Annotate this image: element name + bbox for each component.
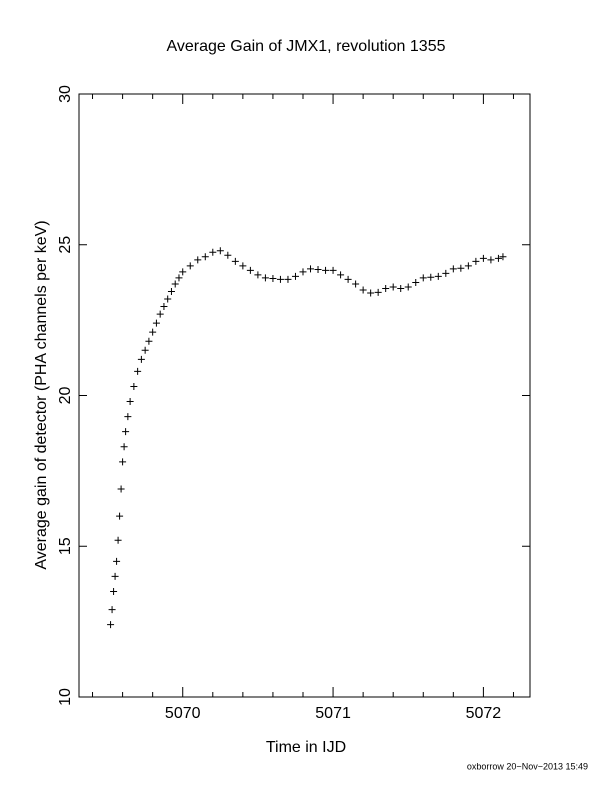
data-point	[114, 536, 122, 544]
data-point	[134, 367, 142, 375]
data-point	[419, 274, 427, 282]
data-point	[117, 485, 125, 493]
data-point	[307, 265, 315, 273]
data-point	[494, 254, 502, 262]
x-axis-label: Time in IJD	[266, 739, 346, 756]
data-point	[124, 413, 132, 421]
data-point	[374, 288, 382, 296]
data-point	[239, 262, 247, 270]
data-point	[499, 253, 507, 261]
data-point	[130, 382, 138, 390]
data-point	[108, 606, 116, 614]
data-point	[284, 275, 292, 283]
data-point	[179, 268, 187, 276]
data-point	[352, 280, 360, 288]
footer: oxborrow 20−Nov−2013 15:49	[467, 761, 588, 771]
x-tick-label: 5072	[466, 705, 502, 722]
y-tick-label: 20	[57, 387, 74, 405]
data-point	[442, 269, 450, 277]
data-point	[194, 256, 202, 264]
data-point	[389, 283, 397, 291]
data-point	[464, 262, 472, 270]
data-point	[141, 346, 149, 354]
data-point	[110, 587, 118, 595]
data-point	[367, 289, 375, 297]
data-point	[137, 355, 145, 363]
data-point	[167, 287, 175, 295]
data-point	[119, 458, 127, 466]
x-tick-label: 5071	[315, 705, 351, 722]
data-point	[113, 557, 121, 565]
data-point	[156, 310, 164, 318]
data-point	[201, 253, 209, 261]
data-point	[329, 266, 337, 274]
data-point	[412, 278, 420, 286]
data-point	[404, 283, 412, 291]
data-point	[261, 274, 269, 282]
data-point	[224, 251, 232, 259]
data-point	[322, 266, 330, 274]
y-tick-label: 25	[57, 236, 74, 254]
y-tick-label: 30	[57, 85, 74, 103]
y-axis-label: Average gain of detector (PHA channels p…	[33, 220, 50, 569]
data-point	[269, 275, 277, 283]
data-point	[126, 398, 134, 406]
data-point	[487, 256, 495, 264]
data-point	[116, 512, 124, 520]
data-point	[175, 274, 183, 282]
data-point	[434, 272, 442, 280]
data-point	[160, 303, 168, 311]
data-point	[276, 275, 284, 283]
data-point	[107, 621, 115, 629]
data-point	[344, 275, 352, 283]
data-point	[397, 284, 405, 292]
data-point	[152, 319, 160, 327]
data-point	[120, 443, 128, 451]
data-point	[254, 271, 262, 279]
data-point	[246, 266, 254, 274]
data-point	[231, 257, 239, 265]
data-point	[111, 572, 119, 580]
data-point	[382, 284, 390, 292]
x-tick-label: 5070	[165, 705, 201, 722]
data-point	[145, 337, 153, 345]
data-point	[359, 286, 367, 294]
data-point	[164, 295, 172, 303]
data-point	[122, 428, 130, 436]
data-point	[209, 248, 217, 256]
y-tick-label: 15	[57, 537, 74, 555]
plot-frame	[78, 93, 531, 698]
chart-title: Average Gain of JMX1, revolution 1355	[167, 38, 446, 55]
data-point	[479, 254, 487, 262]
data-point	[299, 268, 307, 276]
data-point	[291, 272, 299, 280]
data-point	[337, 271, 345, 279]
data-point	[216, 247, 224, 255]
y-tick-label: 10	[57, 688, 74, 706]
data-point	[457, 264, 465, 272]
data-point	[427, 273, 435, 281]
data-point	[149, 328, 157, 336]
data-point	[171, 280, 179, 288]
data-point	[472, 257, 480, 265]
data-point	[314, 265, 322, 273]
data-point	[449, 265, 457, 273]
data-point	[186, 262, 194, 270]
